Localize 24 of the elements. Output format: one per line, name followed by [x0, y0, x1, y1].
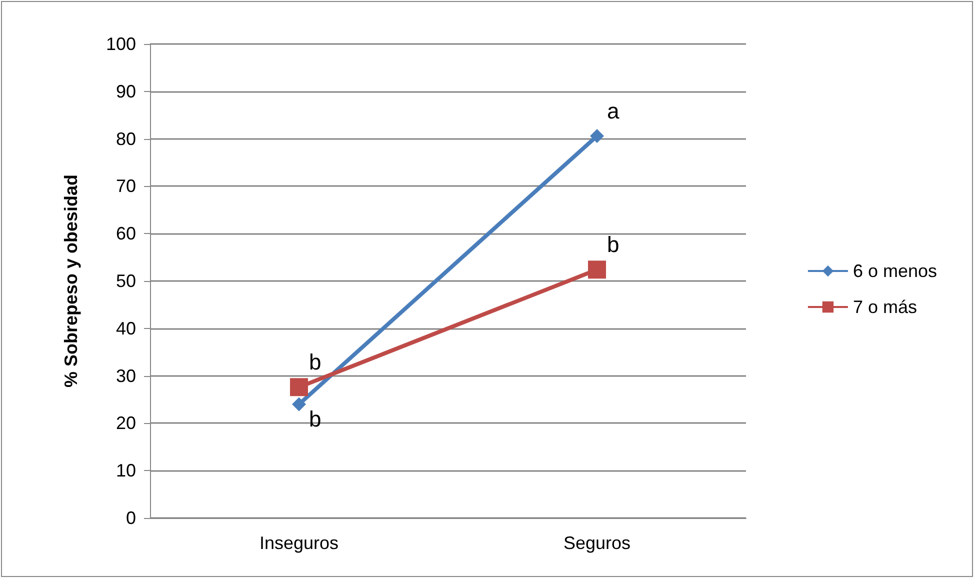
annotation: b	[309, 406, 322, 432]
annotation: b	[607, 232, 620, 258]
legend-label: 7 o más	[852, 297, 917, 317]
y-tick-label: 60	[116, 224, 136, 244]
x-tick-label: Seguros	[563, 533, 631, 553]
annotation: b	[309, 350, 322, 375]
y-tick-label: 50	[116, 271, 136, 291]
point	[590, 128, 604, 143]
y-tick-label: 70	[116, 176, 136, 196]
y-tick-label: 80	[116, 128, 136, 149]
y-tick-label: 20	[116, 413, 136, 434]
y-tick-label: 30	[116, 366, 136, 386]
y-tick-label: 40	[116, 318, 136, 338]
y-tick-label: 90	[116, 81, 136, 102]
y-tick-label: 10	[116, 460, 136, 481]
x-tick-label: Inseguros	[259, 533, 339, 553]
point	[290, 378, 308, 396]
y-tick-label: 0	[126, 508, 136, 528]
point	[292, 397, 306, 412]
annotation: a	[607, 98, 620, 124]
point	[588, 260, 606, 279]
y-axis-title: % Sobrepeso y obesidad	[61, 174, 81, 388]
legend-label: 6 o menos	[852, 261, 938, 281]
y-tick-label: 100	[106, 34, 136, 54]
